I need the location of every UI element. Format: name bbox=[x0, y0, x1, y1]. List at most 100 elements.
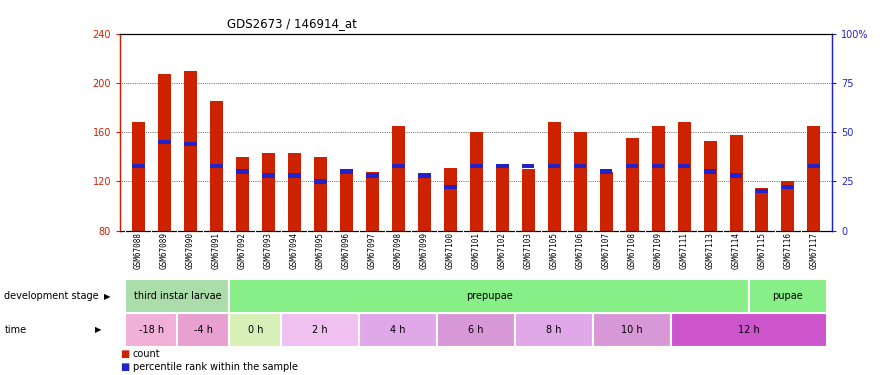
Text: GSM67116: GSM67116 bbox=[783, 232, 792, 269]
Bar bbox=[210, 164, 222, 168]
Text: development stage: development stage bbox=[4, 291, 99, 301]
Bar bbox=[547, 122, 561, 231]
Bar bbox=[730, 135, 742, 231]
Bar bbox=[496, 166, 508, 231]
Text: -4 h: -4 h bbox=[194, 325, 213, 335]
Bar bbox=[366, 173, 378, 178]
Bar bbox=[573, 132, 587, 231]
Text: GSM67111: GSM67111 bbox=[680, 232, 689, 269]
Bar bbox=[515, 313, 593, 347]
Text: GSM67092: GSM67092 bbox=[238, 232, 247, 269]
Bar bbox=[522, 164, 535, 168]
Bar bbox=[158, 74, 171, 231]
Bar bbox=[125, 313, 177, 347]
Text: GSM67107: GSM67107 bbox=[602, 232, 611, 269]
Bar bbox=[600, 172, 612, 231]
Bar bbox=[360, 313, 437, 347]
Text: ▶: ▶ bbox=[95, 326, 101, 334]
Text: third instar larvae: third instar larvae bbox=[134, 291, 221, 301]
Text: GSM67099: GSM67099 bbox=[420, 232, 429, 269]
Text: GSM67088: GSM67088 bbox=[134, 232, 142, 269]
Text: GSM67095: GSM67095 bbox=[316, 232, 325, 269]
Bar bbox=[262, 153, 275, 231]
Bar bbox=[340, 169, 352, 231]
Bar bbox=[417, 173, 431, 178]
Text: GSM67096: GSM67096 bbox=[342, 232, 351, 269]
Bar bbox=[392, 126, 405, 231]
Bar bbox=[496, 164, 508, 168]
Text: ■: ■ bbox=[120, 349, 129, 359]
Bar bbox=[470, 132, 482, 231]
Text: GSM67117: GSM67117 bbox=[810, 232, 819, 269]
Bar bbox=[756, 188, 768, 231]
Bar bbox=[287, 173, 301, 178]
Text: count: count bbox=[133, 349, 160, 359]
Bar bbox=[574, 164, 587, 168]
Bar bbox=[125, 279, 230, 313]
Bar bbox=[522, 169, 535, 231]
Text: ▶: ▶ bbox=[104, 292, 110, 301]
Bar bbox=[314, 157, 327, 231]
Bar bbox=[593, 313, 671, 347]
Text: GSM67089: GSM67089 bbox=[160, 232, 169, 269]
Text: GSM67102: GSM67102 bbox=[498, 232, 506, 269]
Text: -18 h: -18 h bbox=[139, 325, 164, 335]
Text: GSM67100: GSM67100 bbox=[446, 232, 455, 269]
Text: pupae: pupae bbox=[773, 291, 804, 301]
Bar bbox=[184, 70, 197, 231]
Text: 4 h: 4 h bbox=[391, 325, 406, 335]
Bar bbox=[756, 189, 768, 194]
Bar bbox=[730, 173, 742, 178]
Bar bbox=[158, 140, 171, 144]
Text: GSM67115: GSM67115 bbox=[757, 232, 766, 269]
Bar bbox=[671, 313, 827, 347]
Text: GSM67105: GSM67105 bbox=[550, 232, 559, 269]
Bar bbox=[230, 313, 281, 347]
Bar bbox=[600, 170, 612, 174]
Bar bbox=[437, 313, 515, 347]
Text: GSM67094: GSM67094 bbox=[290, 232, 299, 269]
Bar bbox=[626, 164, 638, 168]
Text: GSM67098: GSM67098 bbox=[393, 232, 402, 269]
Text: 0 h: 0 h bbox=[247, 325, 263, 335]
Text: GSM67109: GSM67109 bbox=[653, 232, 662, 269]
Text: GSM67113: GSM67113 bbox=[706, 232, 715, 269]
Bar bbox=[470, 164, 482, 168]
Bar bbox=[236, 157, 249, 231]
Text: GSM67097: GSM67097 bbox=[368, 232, 376, 269]
Bar bbox=[781, 185, 795, 189]
Bar bbox=[704, 170, 716, 174]
Text: 8 h: 8 h bbox=[546, 325, 562, 335]
Bar bbox=[236, 170, 248, 174]
Text: 6 h: 6 h bbox=[468, 325, 484, 335]
Bar bbox=[366, 172, 379, 231]
Bar bbox=[392, 164, 405, 168]
Text: GSM67114: GSM67114 bbox=[732, 232, 740, 269]
Text: 10 h: 10 h bbox=[621, 325, 643, 335]
Text: GSM67091: GSM67091 bbox=[212, 232, 221, 269]
Bar bbox=[651, 164, 665, 168]
Bar bbox=[262, 173, 275, 178]
Bar bbox=[287, 153, 301, 231]
Bar bbox=[626, 138, 638, 231]
Bar bbox=[749, 279, 827, 313]
Text: time: time bbox=[4, 325, 27, 335]
Text: 12 h: 12 h bbox=[738, 325, 760, 335]
Bar bbox=[547, 164, 561, 168]
Bar bbox=[281, 313, 360, 347]
Text: GSM67108: GSM67108 bbox=[627, 232, 636, 269]
Text: GSM67103: GSM67103 bbox=[523, 232, 532, 269]
Bar bbox=[781, 182, 795, 231]
Bar bbox=[230, 279, 749, 313]
Bar bbox=[184, 142, 197, 146]
Bar bbox=[210, 101, 222, 231]
Bar bbox=[132, 122, 145, 231]
Text: GSM67090: GSM67090 bbox=[186, 232, 195, 269]
Text: GSM67093: GSM67093 bbox=[263, 232, 272, 269]
Text: GSM67101: GSM67101 bbox=[472, 232, 481, 269]
Bar bbox=[177, 313, 230, 347]
Bar bbox=[444, 168, 457, 231]
Text: percentile rank within the sample: percentile rank within the sample bbox=[133, 362, 297, 372]
Bar bbox=[677, 122, 691, 231]
Bar bbox=[340, 170, 352, 174]
